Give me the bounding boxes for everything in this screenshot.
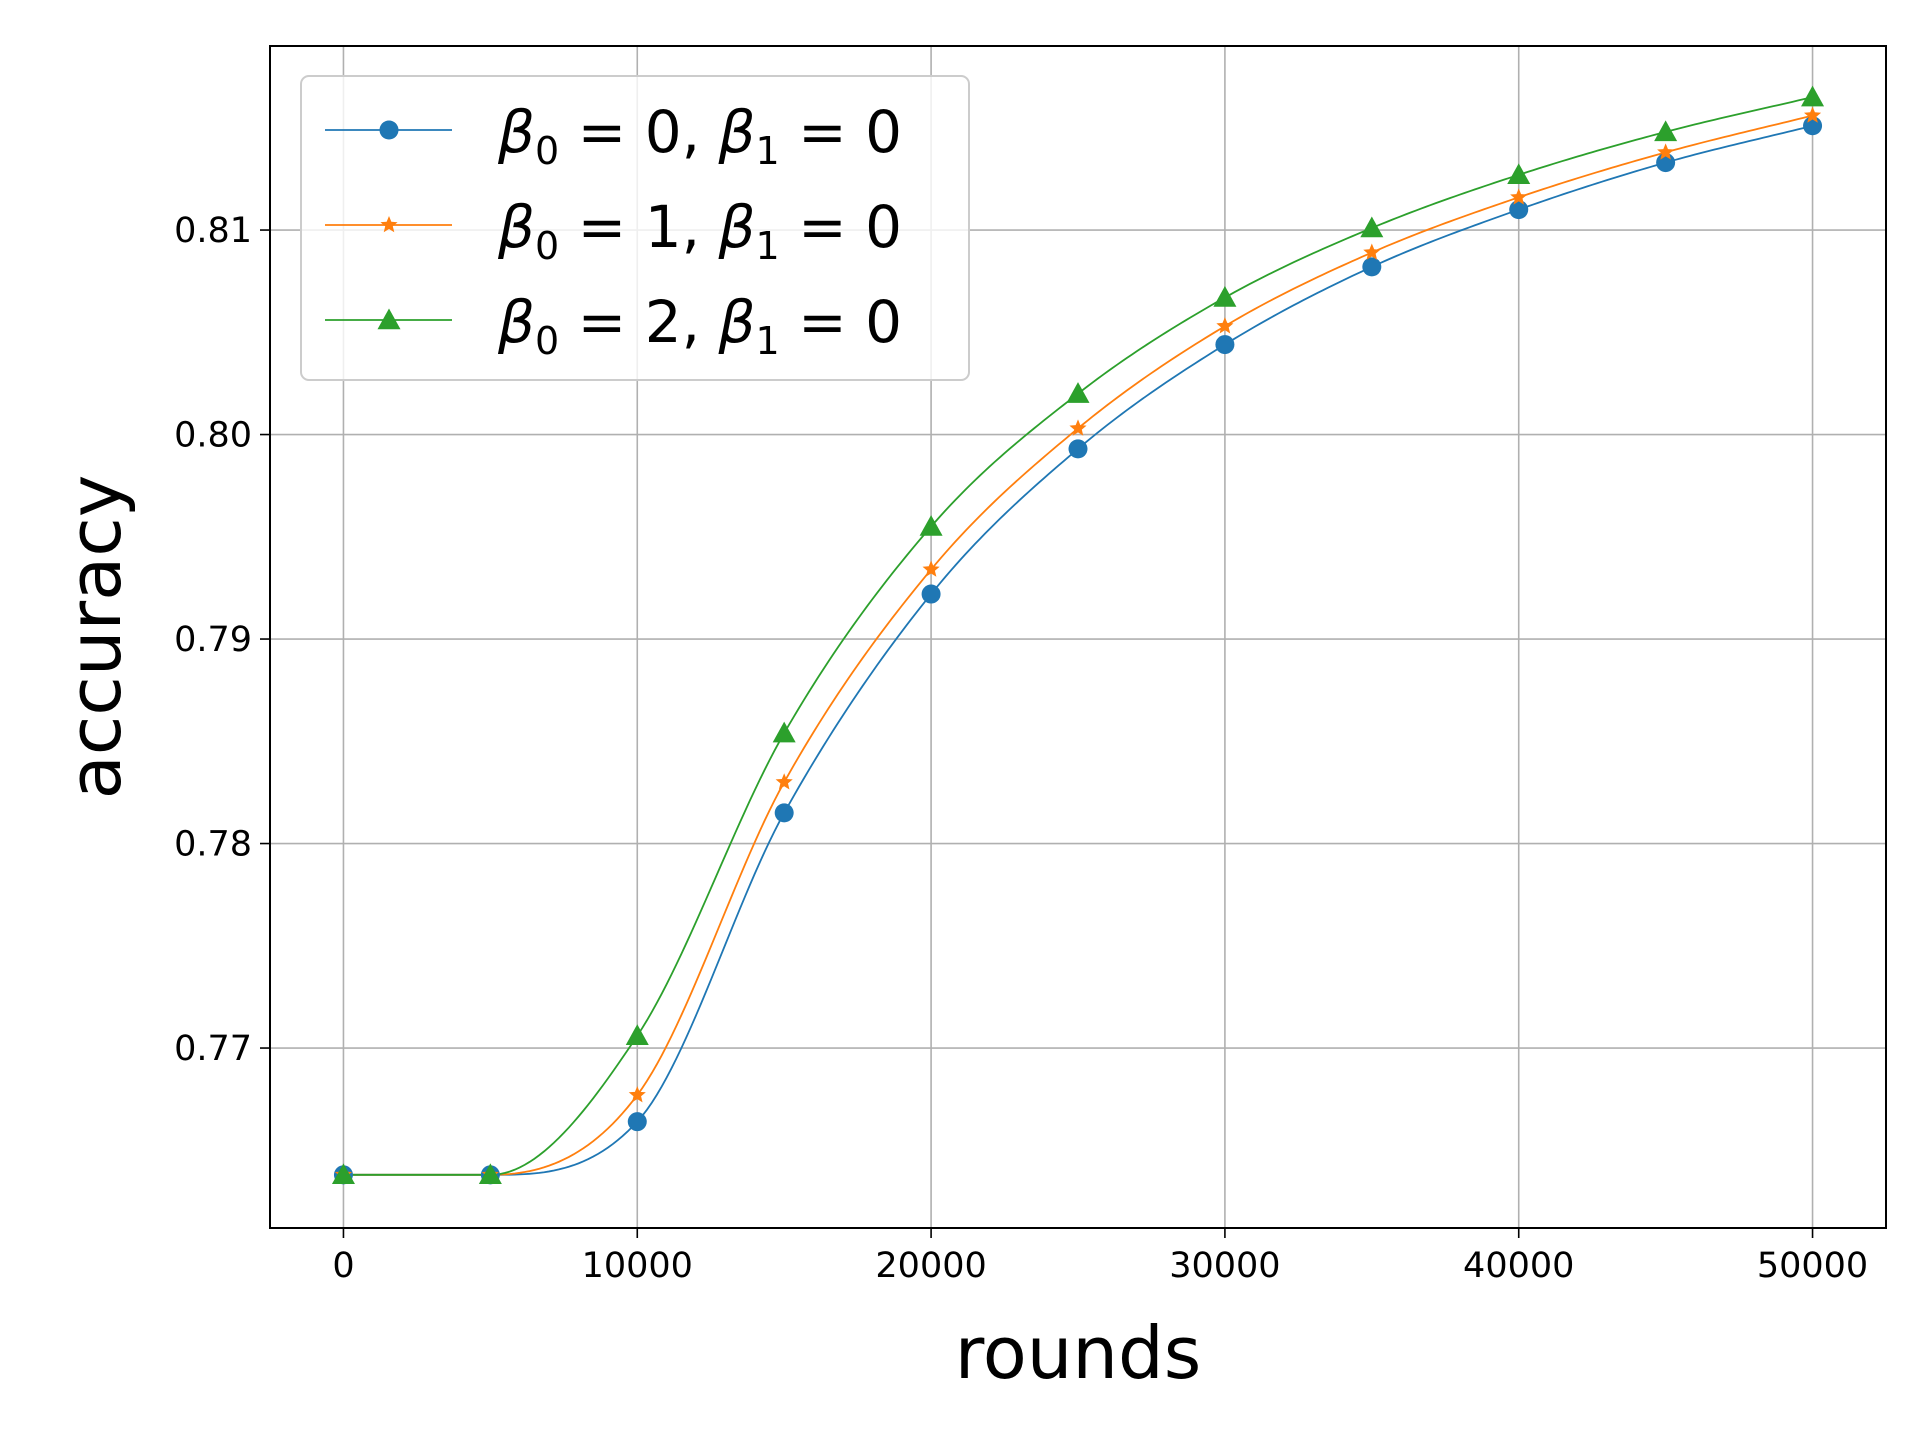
legend-label-3: β0 = 2, β1 = 0 bbox=[497, 288, 902, 363]
legend-symbol-3 bbox=[377, 308, 401, 330]
series-3-point bbox=[1801, 85, 1825, 107]
legend-beta0-value-2: 1 bbox=[645, 193, 682, 261]
y-axis: 0.77 0.78 0.79 0.80 0.81 bbox=[174, 211, 270, 1069]
y-tick-label: 0.79 bbox=[174, 620, 252, 660]
x-tick-label: 50000 bbox=[1757, 1246, 1868, 1286]
series-2-point bbox=[1803, 106, 1822, 123]
series-1-point bbox=[921, 584, 941, 604]
legend-marker-3 bbox=[377, 308, 401, 330]
legend-symbol-1 bbox=[379, 120, 399, 140]
legend-beta1-value-3: 0 bbox=[865, 288, 902, 356]
series-1-point bbox=[1068, 439, 1088, 459]
legend-label-1: β0 = 0, β1 = 0 bbox=[497, 98, 902, 173]
series-3-point bbox=[772, 721, 796, 743]
series-markers bbox=[331, 85, 1825, 1185]
series-1-point bbox=[774, 803, 794, 823]
y-tick-label: 0.81 bbox=[174, 211, 252, 251]
series-3-point bbox=[625, 1024, 649, 1045]
series-1-point bbox=[627, 1112, 647, 1132]
x-tick-label: 10000 bbox=[582, 1246, 693, 1286]
x-tick-label: 0 bbox=[332, 1246, 354, 1286]
legend: β0 = 0, β1 = 0 β0 = 1, β1 = 0 β0 = 2, β1… bbox=[300, 75, 970, 381]
legend-marker-1 bbox=[379, 120, 399, 140]
series-2-point bbox=[1216, 317, 1234, 334]
x-axis-title: rounds bbox=[955, 1311, 1202, 1395]
series-2-point bbox=[922, 560, 940, 577]
series-3-point bbox=[1066, 382, 1090, 403]
series-3-point bbox=[478, 1163, 502, 1185]
legend-item-2: β0 = 1, β1 = 0 bbox=[325, 193, 902, 268]
legend-item-1: β0 = 0, β1 = 0 bbox=[325, 98, 902, 173]
series-2-point bbox=[628, 1086, 646, 1103]
series-2-point bbox=[775, 773, 793, 790]
y-tick-label: 0.80 bbox=[174, 416, 252, 456]
series-2-point bbox=[1363, 243, 1381, 260]
x-tick-label: 40000 bbox=[1463, 1246, 1574, 1286]
series-3-point bbox=[919, 515, 943, 536]
x-tick-label: 30000 bbox=[1169, 1246, 1280, 1286]
y-tick-label: 0.77 bbox=[174, 1029, 252, 1069]
series-3-point bbox=[331, 1163, 355, 1185]
series-3-point bbox=[1507, 163, 1531, 185]
legend-label-2: β0 = 1, β1 = 0 bbox=[497, 193, 902, 268]
series-2-point bbox=[1657, 143, 1675, 160]
y-tick-label: 0.78 bbox=[174, 825, 252, 865]
plot-frame bbox=[269, 45, 1887, 1229]
legend-box bbox=[300, 75, 970, 381]
legend-beta1-value-2: 0 bbox=[865, 193, 902, 261]
x-tick-label: 20000 bbox=[875, 1246, 986, 1286]
legend-symbol-2 bbox=[380, 216, 398, 233]
legend-beta0-value-3: 2 bbox=[645, 288, 682, 356]
series-3-point bbox=[1213, 286, 1237, 307]
series-3-point bbox=[1360, 216, 1384, 238]
legend-beta1-value-1: 0 bbox=[865, 98, 902, 166]
series-1-point bbox=[1362, 257, 1382, 277]
series-1-point bbox=[1215, 335, 1235, 355]
x-axis: 0 10000 20000 30000 40000 50000 bbox=[332, 1228, 1868, 1286]
legend-beta0-value-1: 0 bbox=[645, 98, 682, 166]
series-2-point bbox=[1069, 419, 1087, 436]
legend-marker-2 bbox=[380, 216, 398, 233]
series-1-point bbox=[1509, 200, 1529, 220]
legend-item-3: β0 = 2, β1 = 0 bbox=[325, 288, 902, 363]
series-3-point bbox=[1654, 120, 1678, 142]
series-2-point bbox=[1510, 188, 1528, 205]
y-axis-title: accuracy bbox=[53, 475, 137, 800]
